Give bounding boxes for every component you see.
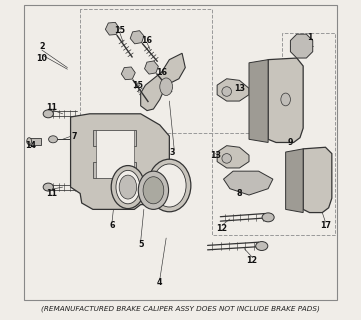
- Ellipse shape: [222, 87, 231, 96]
- Ellipse shape: [138, 171, 169, 209]
- Polygon shape: [105, 22, 119, 35]
- Ellipse shape: [116, 170, 140, 204]
- Text: 13: 13: [210, 151, 221, 160]
- Ellipse shape: [256, 242, 268, 251]
- Text: 13: 13: [234, 84, 245, 93]
- Text: 9: 9: [288, 138, 293, 147]
- Text: 17: 17: [320, 221, 331, 230]
- Text: 16: 16: [142, 36, 153, 45]
- Text: 7: 7: [71, 132, 77, 140]
- Ellipse shape: [43, 183, 53, 191]
- Text: 4: 4: [157, 278, 162, 287]
- Text: (REMANUFACTURED BRAKE CALIPER ASSY DOES NOT INCLUDE BRAKE PADS): (REMANUFACTURED BRAKE CALIPER ASSY DOES …: [41, 306, 320, 312]
- Text: 12: 12: [247, 256, 258, 265]
- Polygon shape: [71, 114, 169, 209]
- Polygon shape: [223, 171, 273, 195]
- Text: 1: 1: [307, 33, 312, 42]
- Polygon shape: [93, 130, 136, 146]
- Polygon shape: [144, 61, 158, 74]
- Ellipse shape: [143, 177, 164, 204]
- Bar: [29, 138, 41, 145]
- Ellipse shape: [222, 154, 231, 163]
- Text: 12: 12: [216, 224, 227, 233]
- Ellipse shape: [148, 159, 191, 212]
- Ellipse shape: [262, 213, 274, 222]
- Polygon shape: [286, 149, 303, 212]
- Text: 16: 16: [156, 68, 167, 77]
- Ellipse shape: [281, 93, 290, 106]
- Text: 10: 10: [36, 53, 47, 62]
- Text: 2: 2: [39, 42, 45, 52]
- Text: 11: 11: [46, 189, 57, 198]
- Text: 14: 14: [25, 141, 36, 150]
- Ellipse shape: [119, 175, 137, 199]
- Polygon shape: [268, 58, 303, 142]
- Polygon shape: [217, 146, 249, 168]
- Text: 11: 11: [46, 103, 57, 112]
- Polygon shape: [217, 79, 249, 101]
- Ellipse shape: [43, 110, 53, 118]
- Polygon shape: [130, 31, 144, 44]
- Ellipse shape: [27, 138, 31, 145]
- Ellipse shape: [153, 164, 186, 207]
- Text: 6: 6: [109, 221, 115, 230]
- Text: 15: 15: [114, 27, 126, 36]
- Polygon shape: [290, 34, 313, 58]
- Text: 15: 15: [132, 81, 143, 90]
- Ellipse shape: [160, 78, 173, 95]
- Polygon shape: [141, 53, 185, 111]
- Polygon shape: [303, 147, 332, 212]
- Ellipse shape: [111, 165, 145, 209]
- Text: 5: 5: [138, 240, 143, 249]
- Polygon shape: [249, 60, 268, 142]
- Polygon shape: [96, 130, 134, 178]
- Polygon shape: [93, 162, 136, 178]
- Text: 3: 3: [170, 148, 175, 156]
- Polygon shape: [121, 67, 135, 80]
- Ellipse shape: [49, 136, 57, 143]
- Text: 8: 8: [236, 189, 242, 198]
